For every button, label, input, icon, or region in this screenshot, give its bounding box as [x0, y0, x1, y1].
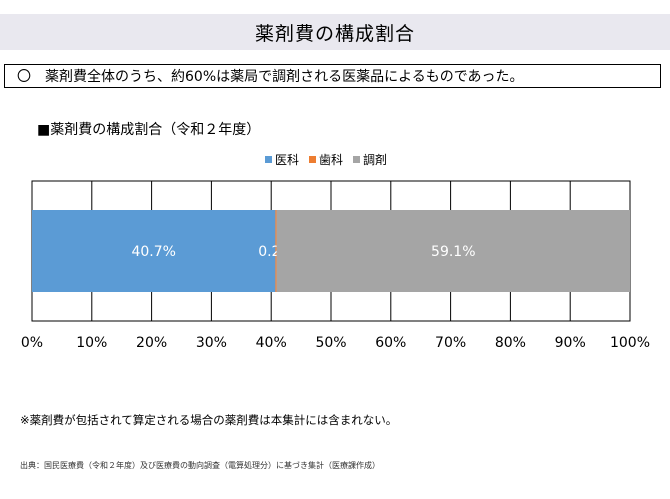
- x-tick-label: 80%: [495, 335, 526, 351]
- legend-item-iryo: 医科: [265, 151, 299, 168]
- data-label-2: 59.1%: [431, 244, 475, 260]
- summary-bullet: 〇: [17, 69, 31, 85]
- x-tick-label: 60%: [375, 335, 406, 351]
- x-tick-label: 90%: [555, 335, 586, 351]
- bar-segment-2: [276, 210, 630, 292]
- footnote: ※薬剤費が包括されて算定される場合の薬剤費は本集計には含まれない。: [20, 413, 398, 427]
- chart-legend: 医科 歯科 調剤: [265, 151, 397, 168]
- x-tick-label: 20%: [136, 335, 167, 351]
- legend-item-chozai: 調剤: [353, 151, 387, 168]
- bar-segment-0: [32, 210, 276, 292]
- page-title: 薬剤費の構成割合: [254, 22, 415, 45]
- legend-label-shika: 歯科: [319, 153, 344, 167]
- chart-plot: 40.7% 0.2% 59.1%0% 10% 20% 30% 40% 50% 60% 70% 80%…: [21, 180, 650, 351]
- x-tick-label: 50%: [315, 335, 346, 351]
- chart-title: ■薬剤費の構成割合（令和２年度）: [37, 122, 261, 138]
- legend-swatch-iryo: [265, 156, 272, 163]
- x-tick-label: 100%: [610, 335, 650, 351]
- legend-label-chozai: 調剤: [363, 153, 388, 167]
- bar-segment-1: [275, 210, 277, 292]
- legend-swatch-chozai: [353, 156, 361, 163]
- x-tick-label: 40%: [256, 335, 287, 351]
- x-tick-label: 70%: [435, 335, 466, 351]
- data-label-0: 40.7%: [131, 244, 175, 260]
- x-tick-label: 10%: [76, 335, 107, 351]
- legend-label-iryo: 医科: [275, 153, 300, 167]
- page-title-bar: 薬剤費の構成割合: [0, 14, 670, 50]
- legend-item-shika: 歯科: [309, 151, 343, 168]
- summary-box: 〇 薬剤費全体のうち、約60%は薬局で調剤される医薬品によるものであった。: [4, 64, 661, 88]
- legend-swatch-shika: [309, 156, 317, 163]
- summary-text: 薬剤費全体のうち、約60%は薬局で調剤される医薬品によるものであった。: [45, 69, 524, 85]
- x-tick-label: 0%: [21, 335, 43, 351]
- x-tick-label: 30%: [196, 335, 227, 351]
- source-note: 出典：国民医療費（令和２年度）及び医療費の動向調査（電算処理分）に基づき集計（医…: [20, 461, 380, 470]
